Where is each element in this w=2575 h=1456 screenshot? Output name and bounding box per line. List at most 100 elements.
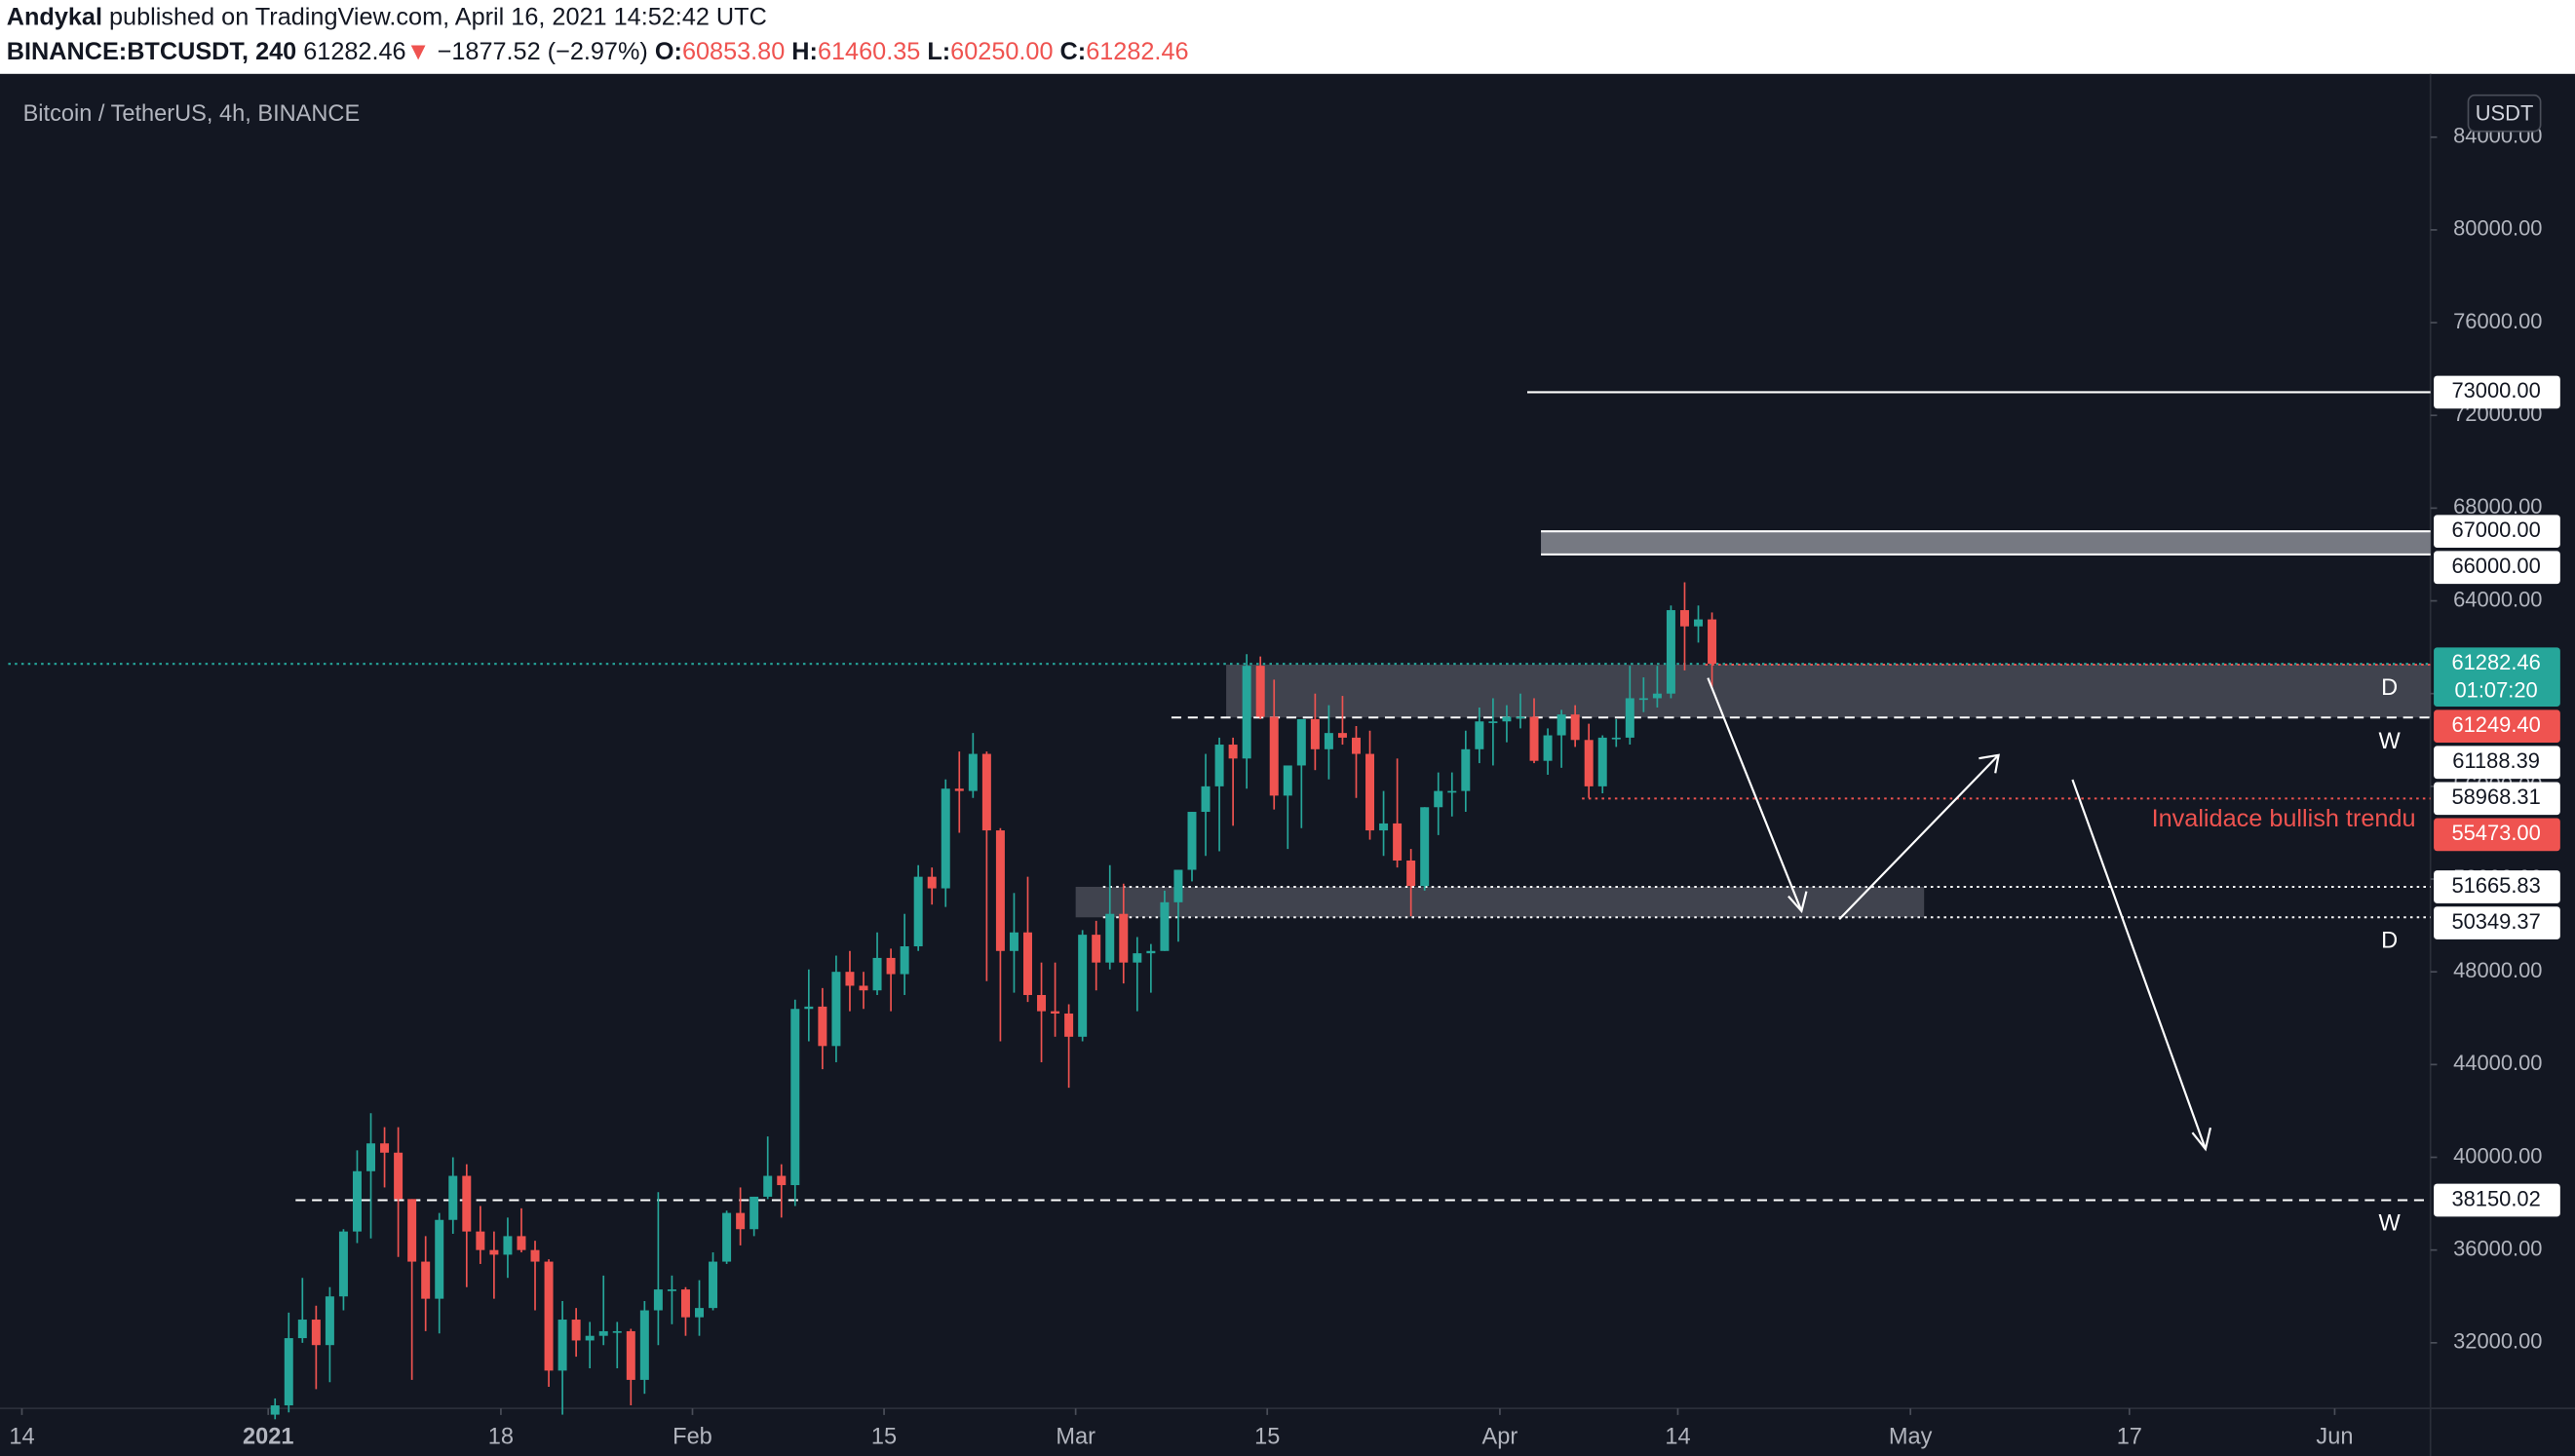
candle-body [517, 1236, 526, 1250]
price-label: 38150.02 [2451, 1186, 2540, 1210]
y-tick-label: 76000.00 [2453, 309, 2542, 333]
legend-line: BINANCE:BTCUSDT, 240 61282.46▼ −1877.52 … [7, 38, 1189, 65]
candle-body [1119, 913, 1129, 963]
price-label-box [2434, 906, 2560, 939]
candle-body [421, 1261, 431, 1299]
candle-body [722, 1212, 732, 1262]
arrows [1707, 677, 2212, 1152]
candle-body [489, 1249, 499, 1255]
y-tick-label: 48000.00 [2453, 958, 2542, 982]
candle-body [1543, 735, 1553, 761]
price-label: 50349.37 [2451, 909, 2540, 934]
price-label-box [2434, 746, 2560, 780]
plot: 32000.00 36000.00 40000.00 44000.00 48000.00… [8, 124, 2560, 1449]
candle-body [1652, 693, 1662, 699]
price-label: 73000.00 [2451, 378, 2540, 402]
price-label-box [2434, 782, 2560, 816]
price-label: 66000.00 [2451, 554, 2540, 578]
candle-body [790, 1009, 800, 1186]
arrow-head [2191, 1127, 2212, 1152]
pattern-label: W [2378, 728, 2401, 753]
price-label-box [2434, 818, 2560, 852]
candle-body [1324, 733, 1333, 749]
candle-body [338, 1231, 348, 1297]
candle-body [968, 753, 978, 791]
chart-title: Bitcoin / TetherUS, 4h, BINANCE [23, 100, 361, 126]
candle-body [1584, 740, 1594, 786]
x-tick-label: 15 [871, 1424, 897, 1449]
candle-body [1611, 737, 1621, 740]
candle-body [1173, 869, 1183, 902]
price-label-box [2434, 515, 2560, 549]
candle-body [1365, 753, 1375, 831]
candle-body [941, 788, 950, 889]
candle-body [639, 1310, 649, 1380]
l: 60250.00 [950, 38, 1053, 65]
candle-body [462, 1175, 472, 1232]
y-tick-label: 68000.00 [2453, 494, 2542, 518]
candle-body [1570, 714, 1580, 741]
candle-body [1516, 716, 1525, 719]
change: −1877.52 (−2.97%) [438, 38, 648, 65]
h-label: H: [791, 38, 818, 65]
candle-body [995, 830, 1005, 951]
price-label: 61282.46 [2451, 650, 2540, 674]
y-tick-label: 44000.00 [2453, 1051, 2542, 1075]
candle-body [1078, 935, 1088, 1037]
candle-body [1694, 619, 1704, 627]
x-tick-label: Mar [1056, 1424, 1095, 1449]
candle-body [777, 1175, 787, 1186]
candle-body [1447, 790, 1457, 793]
candle-body [325, 1296, 334, 1346]
candle-body [1666, 610, 1675, 694]
candle-body [1201, 785, 1211, 813]
candle-body [1557, 714, 1566, 736]
y-tick-label: 64000.00 [2453, 587, 2542, 611]
x-tick-label: May [1889, 1424, 1933, 1449]
arrow: ▼ [406, 38, 431, 65]
zone [1075, 886, 1925, 918]
price-label: 55473.00 [2451, 821, 2540, 845]
price-label: 51665.83 [2451, 873, 2540, 898]
candle-body [530, 1249, 540, 1262]
x-tick-label: 17 [2117, 1424, 2142, 1449]
candle-body [435, 1219, 444, 1299]
published: published on TradingView.com, April 16, … [109, 3, 767, 30]
candle-body [571, 1320, 581, 1341]
arrow [2071, 779, 2207, 1150]
candle-body [297, 1320, 307, 1339]
price-label-box [2434, 870, 2560, 903]
candle-body [352, 1170, 362, 1232]
candle-body [709, 1261, 718, 1309]
candle-body [927, 876, 937, 889]
y-tick-label: 40000.00 [2453, 1143, 2542, 1168]
candle-body [1420, 807, 1430, 887]
candle-body [1475, 721, 1484, 749]
candle-body [1296, 718, 1306, 766]
candle-body [845, 972, 855, 986]
candle-body [886, 957, 896, 975]
candle-body [1597, 737, 1607, 786]
c-label: C: [1060, 38, 1087, 65]
candle-body [763, 1175, 773, 1197]
arrow [1838, 754, 2000, 920]
candle-body [1160, 901, 1170, 951]
candle-body [1310, 718, 1320, 749]
candle-body [1269, 716, 1279, 796]
arrow [1707, 677, 1803, 912]
candle-body [448, 1175, 458, 1220]
candle-body [749, 1196, 759, 1230]
currency: USDT [2476, 101, 2534, 126]
candle-body [1214, 745, 1224, 786]
header-line: Andykal published on TradingView.com, Ap… [7, 3, 767, 30]
candle-body [736, 1212, 746, 1230]
x-tick-label: 15 [1254, 1424, 1280, 1449]
price-label-box [2434, 647, 2560, 707]
candle-body [1105, 913, 1115, 963]
x-tick-label: Feb [673, 1424, 712, 1449]
zone [1541, 531, 2431, 555]
y-tick-label: 80000.00 [2453, 216, 2542, 241]
candle-body [585, 1335, 595, 1341]
price-label: 61188.39 [2452, 748, 2540, 773]
